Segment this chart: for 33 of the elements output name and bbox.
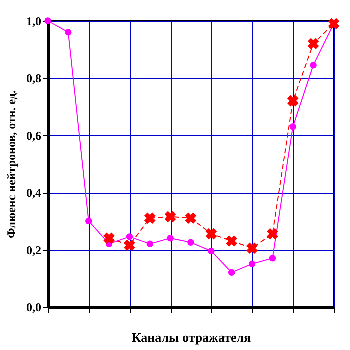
- y-tick-label: 0,8: [26, 72, 42, 86]
- y-axis-title: Флюенс нейтронов, отн. ед.: [4, 90, 18, 239]
- point: [65, 29, 72, 36]
- point: [164, 211, 176, 223]
- point: [206, 228, 218, 240]
- point: [267, 228, 278, 240]
- y-tick-label: 0,2: [26, 243, 42, 258]
- y-tick-label: 1,0: [26, 14, 42, 28]
- point: [185, 212, 197, 224]
- y-tick-label: 0,6: [26, 128, 42, 143]
- point: [328, 18, 340, 30]
- point: [124, 240, 136, 252]
- point: [144, 212, 156, 224]
- point: [146, 240, 154, 248]
- point: [246, 242, 258, 254]
- point: [269, 255, 276, 262]
- point: [310, 62, 317, 69]
- y-tick-label: 0,0: [26, 300, 42, 314]
- point: [248, 260, 256, 268]
- point: [226, 236, 238, 247]
- point: [167, 235, 174, 242]
- point: [290, 123, 296, 130]
- x-axis-title: Каналы отражателя: [132, 330, 252, 345]
- point: [44, 18, 52, 24]
- point: [208, 248, 215, 255]
- point: [308, 38, 320, 50]
- point: [104, 232, 115, 244]
- point: [228, 269, 236, 276]
- point: [188, 239, 194, 246]
- y-tick-label: 0,4: [26, 186, 42, 200]
- point: [86, 218, 92, 225]
- point: [288, 95, 299, 107]
- point: [126, 234, 134, 240]
